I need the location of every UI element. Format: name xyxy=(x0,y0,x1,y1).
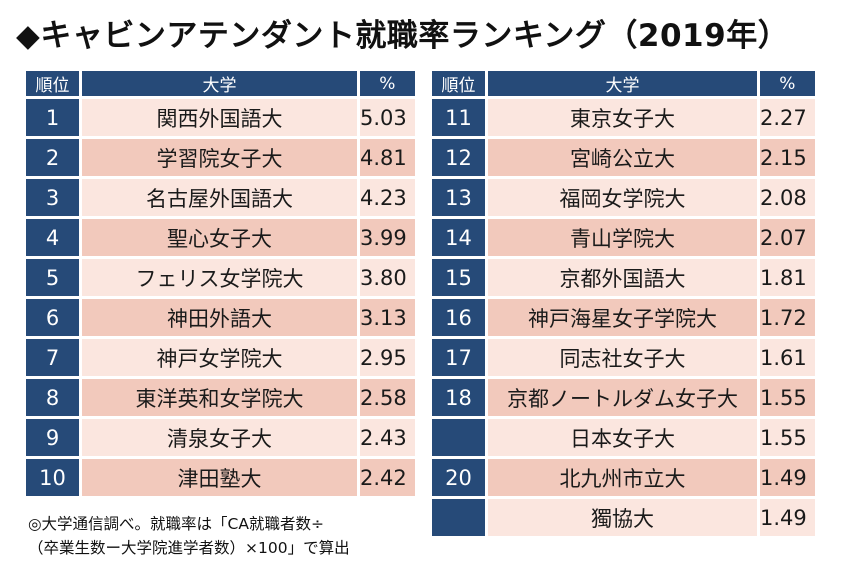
university-cell: 北九州市立大 xyxy=(488,459,757,496)
rank-cell: 5 xyxy=(26,259,79,296)
header-university: 大学 xyxy=(82,71,357,96)
rank-cell: 9 xyxy=(26,419,79,456)
header-percent: % xyxy=(760,71,815,96)
percent-cell: 2.58 xyxy=(360,379,415,416)
rank-cell: 18 xyxy=(432,379,485,416)
rank-cell: 4 xyxy=(26,219,79,256)
rank-cell: 6 xyxy=(26,299,79,336)
table-row: 10 津田塾大 2.42 xyxy=(26,459,415,496)
header-rank: 順位 xyxy=(432,71,485,96)
university-cell: 神田外語大 xyxy=(82,299,357,336)
table-row: 12 宮崎公立大 2.15 xyxy=(432,139,815,176)
header-percent: % xyxy=(360,71,415,96)
university-cell: 神戸海星女子学院大 xyxy=(488,299,757,336)
page-title: ◆キャビンアテンダント就職率ランキング（2019年） xyxy=(16,18,790,54)
source-note: ◎大学通信調べ。就職率は「CA就職者数÷ （卒業生数ー大学院進学者数）×100」… xyxy=(28,512,350,560)
table-row: 2 学習院女子大 4.81 xyxy=(26,139,415,176)
rank-cell: 7 xyxy=(26,339,79,376)
table-row: 16 神戸海星女子学院大 1.72 xyxy=(432,299,815,336)
percent-cell: 2.08 xyxy=(760,179,815,216)
university-cell: 学習院女子大 xyxy=(82,139,357,176)
table-row: 7 神戸女学院大 2.95 xyxy=(26,339,415,376)
rank-cell: 3 xyxy=(26,179,79,216)
percent-cell: 2.27 xyxy=(760,99,815,136)
university-cell: 清泉女子大 xyxy=(82,419,357,456)
ranking-table-left: 順位 大学 % 1 関西外国語大 5.03 2 学習院女子大 4.81 3 名古… xyxy=(23,68,418,499)
university-cell: 東洋英和女学院大 xyxy=(82,379,357,416)
rank-cell: 12 xyxy=(432,139,485,176)
university-cell: 福岡女学院大 xyxy=(488,179,757,216)
rank-cell: 8 xyxy=(26,379,79,416)
table-row: 15 京都外国語大 1.81 xyxy=(432,259,815,296)
university-cell: 聖心女子大 xyxy=(82,219,357,256)
university-cell: 関西外国語大 xyxy=(82,99,357,136)
percent-cell: 1.55 xyxy=(760,379,815,416)
university-cell: 獨協大 xyxy=(488,499,757,536)
table-row: 17 同志社女子大 1.61 xyxy=(432,339,815,376)
university-cell: 日本女子大 xyxy=(488,419,757,456)
table-row: 18 京都ノートルダム女子大 1.55 xyxy=(432,379,815,416)
header-university: 大学 xyxy=(488,71,757,96)
percent-cell: 4.23 xyxy=(360,179,415,216)
rank-cell: 17 xyxy=(432,339,485,376)
percent-cell: 1.81 xyxy=(760,259,815,296)
rank-cell: 11 xyxy=(432,99,485,136)
table-header-row: 順位 大学 % xyxy=(26,71,415,96)
percent-cell: 1.49 xyxy=(760,459,815,496)
table-row: 8 東洋英和女学院大 2.58 xyxy=(26,379,415,416)
percent-cell: 2.42 xyxy=(360,459,415,496)
table-row: 獨協大 1.49 xyxy=(432,499,815,536)
table-row: 13 福岡女学院大 2.08 xyxy=(432,179,815,216)
rank-cell: 14 xyxy=(432,219,485,256)
rank-cell: 20 xyxy=(432,459,485,496)
percent-cell: 3.80 xyxy=(360,259,415,296)
source-note-line-1: ◎大学通信調べ。就職率は「CA就職者数÷ xyxy=(28,515,324,533)
ranking-table-right: 順位 大学 % 11 東京女子大 2.27 12 宮崎公立大 2.15 13 福… xyxy=(429,68,818,539)
table-row: 9 清泉女子大 2.43 xyxy=(26,419,415,456)
table-row: 20 北九州市立大 1.49 xyxy=(432,459,815,496)
percent-cell: 3.99 xyxy=(360,219,415,256)
university-cell: 宮崎公立大 xyxy=(488,139,757,176)
rank-cell: 1 xyxy=(26,99,79,136)
table-row: 6 神田外語大 3.13 xyxy=(26,299,415,336)
table-header-row: 順位 大学 % xyxy=(432,71,815,96)
percent-cell: 2.95 xyxy=(360,339,415,376)
header-rank: 順位 xyxy=(26,71,79,96)
university-cell: 青山学院大 xyxy=(488,219,757,256)
rank-cell: 13 xyxy=(432,179,485,216)
table-row: 1 関西外国語大 5.03 xyxy=(26,99,415,136)
source-note-line-2: （卒業生数ー大学院進学者数）×100」で算出 xyxy=(28,539,350,557)
rank-cell: 10 xyxy=(26,459,79,496)
rank-cell: 15 xyxy=(432,259,485,296)
university-cell: 津田塾大 xyxy=(82,459,357,496)
university-cell: フェリス女学院大 xyxy=(82,259,357,296)
rank-cell xyxy=(432,419,485,456)
percent-cell: 1.72 xyxy=(760,299,815,336)
rank-cell: 16 xyxy=(432,299,485,336)
table-row: 日本女子大 1.55 xyxy=(432,419,815,456)
university-cell: 京都外国語大 xyxy=(488,259,757,296)
table-row: 11 東京女子大 2.27 xyxy=(432,99,815,136)
university-cell: 東京女子大 xyxy=(488,99,757,136)
percent-cell: 1.55 xyxy=(760,419,815,456)
rank-cell: 2 xyxy=(26,139,79,176)
percent-cell: 4.81 xyxy=(360,139,415,176)
percent-cell: 2.15 xyxy=(760,139,815,176)
university-cell: 京都ノートルダム女子大 xyxy=(488,379,757,416)
university-cell: 名古屋外国語大 xyxy=(82,179,357,216)
percent-cell: 2.43 xyxy=(360,419,415,456)
percent-cell: 5.03 xyxy=(360,99,415,136)
percent-cell: 1.61 xyxy=(760,339,815,376)
table-row: 5 フェリス女学院大 3.80 xyxy=(26,259,415,296)
university-cell: 神戸女学院大 xyxy=(82,339,357,376)
rank-cell xyxy=(432,499,485,536)
table-row: 4 聖心女子大 3.99 xyxy=(26,219,415,256)
table-row: 3 名古屋外国語大 4.23 xyxy=(26,179,415,216)
percent-cell: 2.07 xyxy=(760,219,815,256)
university-cell: 同志社女子大 xyxy=(488,339,757,376)
percent-cell: 1.49 xyxy=(760,499,815,536)
table-row: 14 青山学院大 2.07 xyxy=(432,219,815,256)
percent-cell: 3.13 xyxy=(360,299,415,336)
